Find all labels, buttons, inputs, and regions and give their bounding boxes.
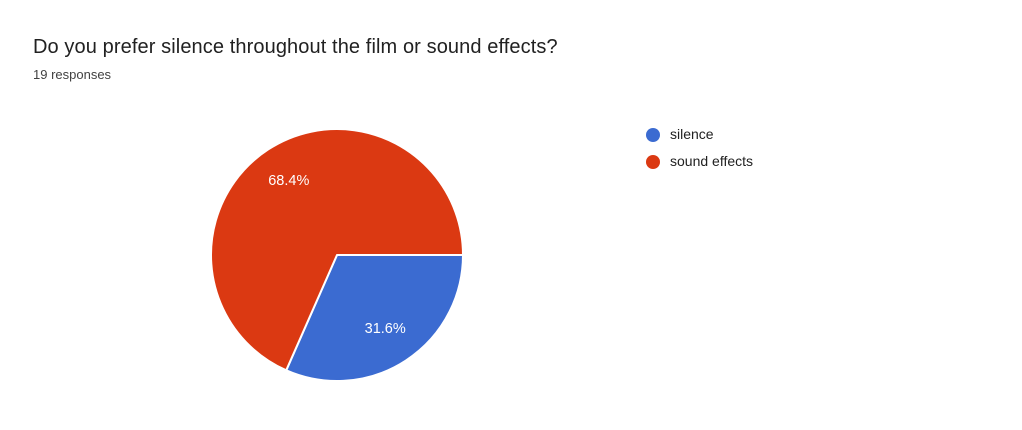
slice-percent-label: 31.6% xyxy=(365,321,406,337)
legend-label: silence xyxy=(670,126,714,142)
pie-chart-svg: 31.6% 68.4% xyxy=(210,128,464,382)
response-count: 19 responses xyxy=(33,67,112,82)
legend-label: sound effects xyxy=(670,153,754,169)
legend-dot-icon xyxy=(646,127,660,142)
pie-slice-sound-effects[interactable] xyxy=(210,128,464,372)
legend-item-silence: silence xyxy=(646,127,753,142)
legend-dot-icon xyxy=(646,154,660,169)
legend-item-sound-effects: sound effects xyxy=(646,154,753,169)
slice-percent-label: 68.4% xyxy=(268,173,309,189)
pie-chart: 31.6% 68.4% xyxy=(207,125,467,385)
question-title: Do you prefer silence throughout the fil… xyxy=(33,36,558,58)
chart-header: Do you prefer silence throughout the fil… xyxy=(33,35,558,82)
pie-slice-silence[interactable] xyxy=(285,254,464,382)
chart-legend: silence sound effects xyxy=(646,127,753,169)
